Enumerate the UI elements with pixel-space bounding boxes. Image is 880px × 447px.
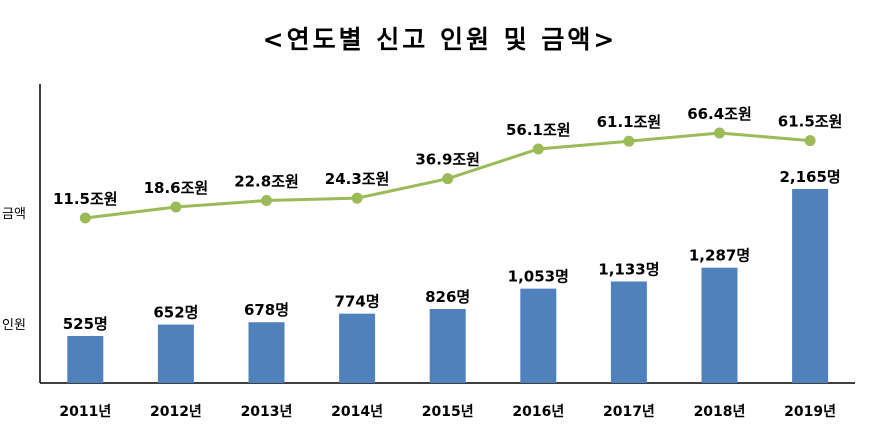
bar [701,267,738,383]
bar-value-label: 1,133명 [598,260,659,278]
line-value-label: 18.6조원 [144,179,209,197]
amount-axis-label: 금액 [2,207,26,222]
x-tick-label: 2018년 [694,404,746,420]
x-tick-labels: 2011년 2012년 2013년 2014년 2015년 2016년 2017년 2018년… [59,404,836,420]
line-value-label: 66.4조원 [687,105,752,123]
bar-series: 525명 652명 678명 774명 826명 1,053명 1,133명 1,287명 2,… [63,168,841,383]
bar-value-label: 2,165명 [779,168,840,186]
bar-value-label: 774명 [335,293,380,311]
line-value-label: 56.1조원 [506,121,571,139]
bar [67,335,104,383]
bar [792,189,829,383]
bar-value-label: 678명 [244,301,289,319]
line-point [442,173,454,185]
bar [157,324,194,383]
line-point [532,143,544,155]
x-tick-label: 2019년 [784,404,836,420]
line-point [714,127,725,139]
bar-value-label: 1,287명 [689,247,750,265]
line-value-label: 22.8조원 [234,173,299,191]
line-series: 11.5조원 18.6조원 22.8조원 24.3조원 36.9조원 56.1조원 61.1… [53,105,842,224]
line-value-label: 24.3조원 [325,170,390,188]
x-tick-label: 2011년 [59,404,111,420]
line-point [170,201,182,213]
line-value-label: 61.5조원 [778,113,843,131]
bar [339,313,376,383]
line-point [623,135,635,147]
line-value-label: 36.9조원 [415,151,480,169]
x-tick-label: 2017년 [603,404,655,420]
line-point [79,212,91,224]
chart-title: <연도별 신고 인원 및 금액> [262,25,618,54]
bar [610,281,647,383]
bar-value-label: 525명 [63,315,108,333]
x-tick-label: 2014년 [331,404,383,420]
bar-value-label: 826명 [425,288,470,306]
x-tick-label: 2013년 [241,404,293,420]
line-value-label: 61.1조원 [597,113,662,131]
bar-value-label: 652명 [153,304,198,322]
line-point [261,195,272,207]
x-tick-label: 2015년 [422,404,474,420]
line-value-label: 11.5조원 [53,190,118,208]
x-tick-label: 2016년 [512,404,564,420]
bar-value-label: 1,053명 [508,268,569,286]
x-tick-label: 2012년 [150,404,202,420]
bar [429,308,466,383]
line-point [804,135,816,147]
count-axis-label: 인원 [2,318,26,333]
bar [248,322,285,383]
bar [520,288,557,383]
line-point [351,192,363,204]
